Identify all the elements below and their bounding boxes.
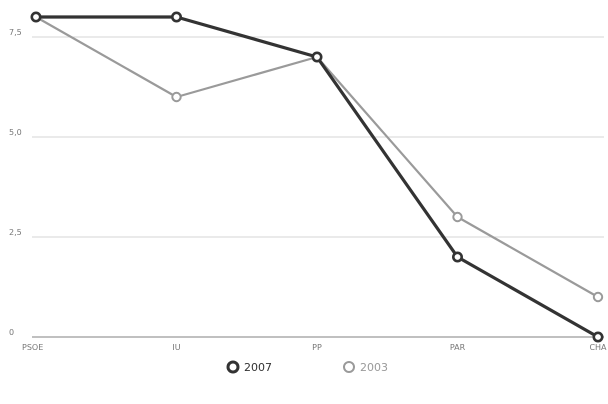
- data-point: [30, 11, 42, 23]
- y-tick-label: 7,5: [9, 28, 22, 37]
- x-tick-label: PSOE: [22, 343, 43, 352]
- data-point: [171, 11, 183, 23]
- x-tick-label: IU: [172, 343, 180, 352]
- gridlines: [32, 36, 604, 238]
- legend-item-2003: 2003: [343, 361, 388, 374]
- legend-label: 2007: [244, 361, 272, 374]
- x-tick-label: PP: [312, 343, 322, 352]
- data-point: [592, 331, 604, 343]
- y-axis-tick-labels: 0 2,5 5,0 7,5: [9, 28, 22, 337]
- x-tick-label: CHA: [589, 343, 607, 352]
- legend-label: 2003: [360, 361, 388, 374]
- x-axis-tick-labels: PSOE IU PP PAR CHA: [22, 343, 607, 352]
- legend: 2007 2003: [226, 360, 388, 374]
- data-point: [311, 51, 323, 63]
- y-tick-label: 2,5: [9, 228, 22, 237]
- legend-marker: [343, 361, 355, 373]
- series-2007: [30, 11, 604, 343]
- data-point: [171, 91, 182, 103]
- data-point: [592, 291, 604, 303]
- data-point: [452, 211, 463, 223]
- y-tick-label: 0: [9, 328, 14, 337]
- legend-marker: [226, 360, 240, 374]
- data-point: [451, 251, 463, 263]
- legend-item-2007: 2007: [226, 360, 272, 374]
- x-tick-label: PAR: [450, 343, 466, 352]
- y-tick-label: 5,0: [9, 128, 22, 137]
- series-lines: [30, 11, 604, 343]
